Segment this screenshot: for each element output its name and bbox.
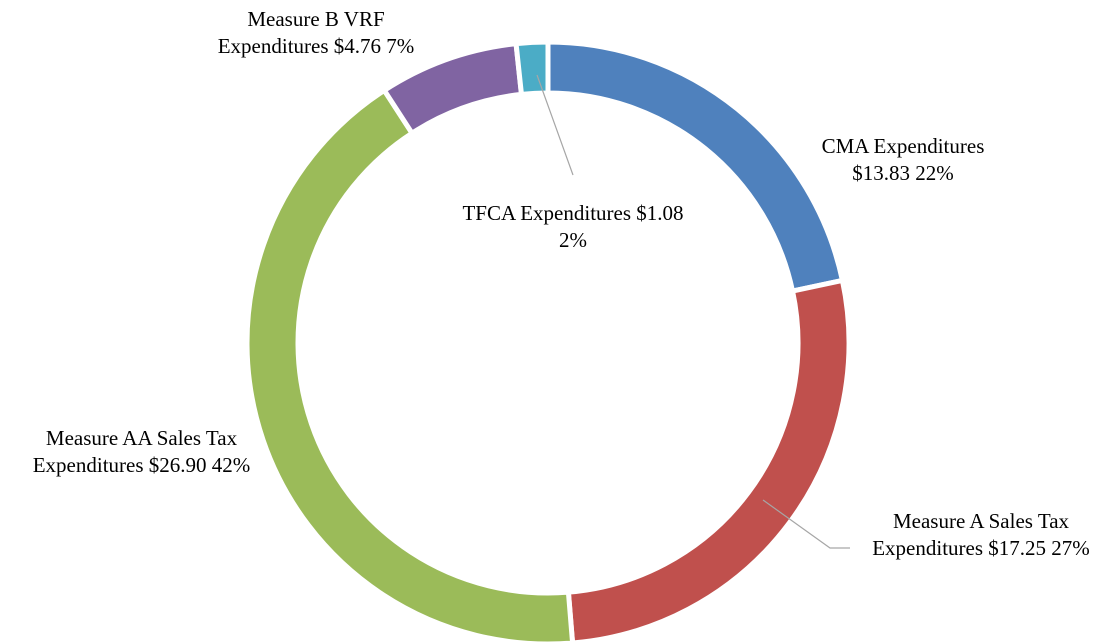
data-label: Measure AA Sales Tax Expenditures $26.90…	[4, 425, 279, 479]
label-value: $13.83	[852, 161, 910, 185]
data-label: CMA Expenditures $13.83 22%	[793, 133, 1013, 187]
label-name: Measure AA Sales Tax Expenditures	[32, 426, 238, 477]
slice	[244, 86, 576, 643]
donut	[244, 39, 852, 643]
label-value: $1.08	[636, 201, 684, 225]
label-percent: 22%	[915, 161, 954, 185]
label-value: $26.90	[148, 453, 207, 477]
label-value: $17.25	[988, 536, 1047, 560]
label-percent: 42%	[211, 453, 251, 477]
label-value: $4.76	[333, 34, 382, 58]
label-percent: 27%	[1051, 536, 1090, 560]
leader-line	[536, 74, 574, 176]
slice	[565, 277, 852, 643]
label-name: Measure B VRF Expenditures	[217, 7, 385, 58]
leader-line	[762, 499, 850, 549]
data-label: TFCA Expenditures $1.08 2%	[455, 200, 691, 254]
label-name: CMA Expenditures	[821, 134, 985, 158]
label-name: TFCA Expenditures	[462, 201, 632, 225]
label-percent: 7%	[386, 34, 415, 58]
data-label: Measure A Sales Tax Expenditures $17.25 …	[861, 508, 1101, 562]
data-label: Measure B VRF Expenditures $4.76 7%	[200, 6, 432, 60]
label-name: Measure A Sales Tax Expenditures	[872, 509, 1070, 560]
label-percent: 2%	[559, 228, 587, 252]
slice	[513, 39, 551, 98]
